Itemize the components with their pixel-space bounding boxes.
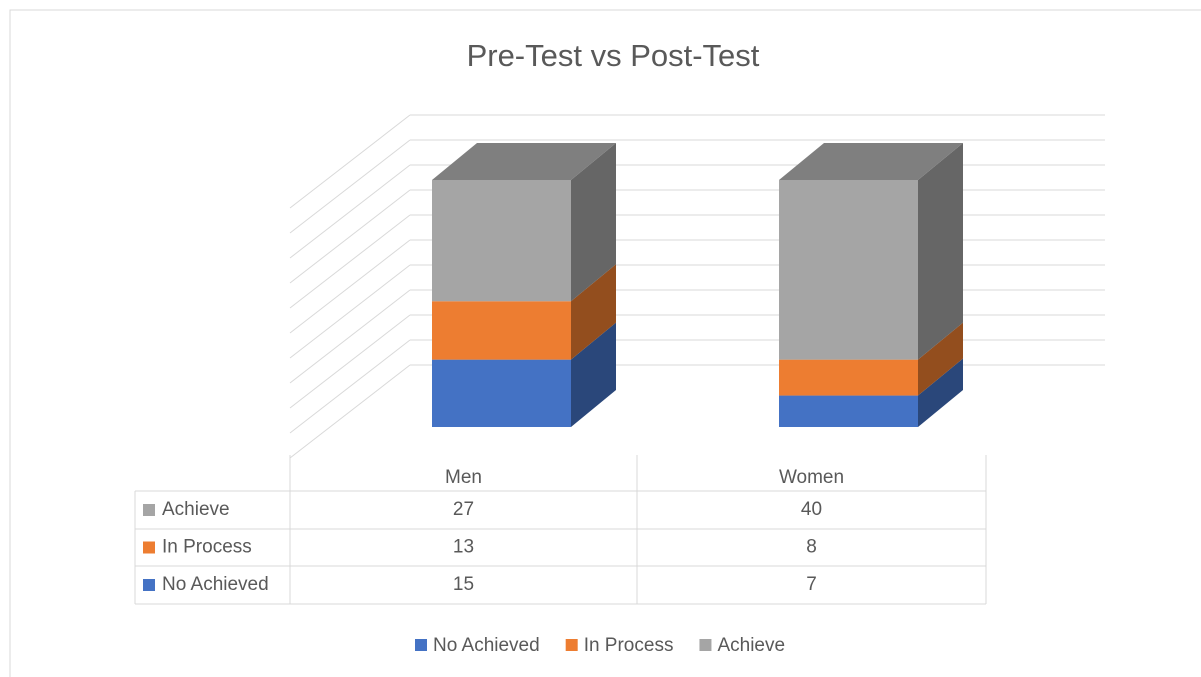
table-row-label: Achieve (162, 499, 230, 520)
table-row-label: In Process (162, 537, 252, 558)
bar-side (918, 142, 963, 360)
table-legend-key (143, 504, 155, 516)
side-grid-line (289, 289, 411, 384)
side-grid-line (289, 214, 411, 309)
legend-label: Achieve (717, 635, 785, 656)
side-grid-line (289, 314, 411, 409)
side-grid-line (289, 364, 411, 459)
bar-side (571, 264, 616, 360)
bar (779, 179, 918, 360)
side-grid-line (289, 239, 411, 334)
table-value: 27 (453, 499, 474, 520)
side-grid-line (289, 139, 411, 234)
table-value: 7 (806, 574, 817, 595)
bar (779, 395, 918, 427)
table-value: 15 (453, 574, 474, 595)
legend-label: In Process (584, 635, 674, 656)
side-grid-line (289, 164, 411, 259)
side-grid-line (289, 189, 411, 284)
bar-side (571, 142, 616, 302)
bar-side (918, 358, 963, 427)
bar-top (779, 142, 963, 180)
bar-side (571, 322, 616, 427)
bar-side (918, 322, 963, 396)
side-grid-line (289, 264, 411, 359)
table-value: 13 (453, 537, 474, 558)
table-header: Men (445, 467, 482, 488)
table-value: 40 (801, 499, 822, 520)
legend-label: No Achieved (433, 635, 540, 656)
table-header: Women (779, 467, 844, 488)
bar (432, 179, 571, 302)
side-grid-line (289, 114, 411, 209)
bar (432, 301, 571, 360)
bar (432, 359, 571, 427)
table-row-label: No Achieved (162, 574, 269, 595)
chart-title: Pre-Test vs Post-Test (467, 38, 760, 73)
side-grid-line (289, 339, 411, 434)
table-legend-key (143, 541, 155, 554)
bar (779, 359, 918, 396)
legend-key (699, 639, 712, 651)
legend-key (415, 639, 427, 651)
table-value: 8 (806, 537, 817, 558)
table-legend-key (143, 579, 155, 591)
legend-key (565, 639, 578, 651)
chart-border (9, 9, 1201, 677)
bar-top (432, 142, 616, 180)
